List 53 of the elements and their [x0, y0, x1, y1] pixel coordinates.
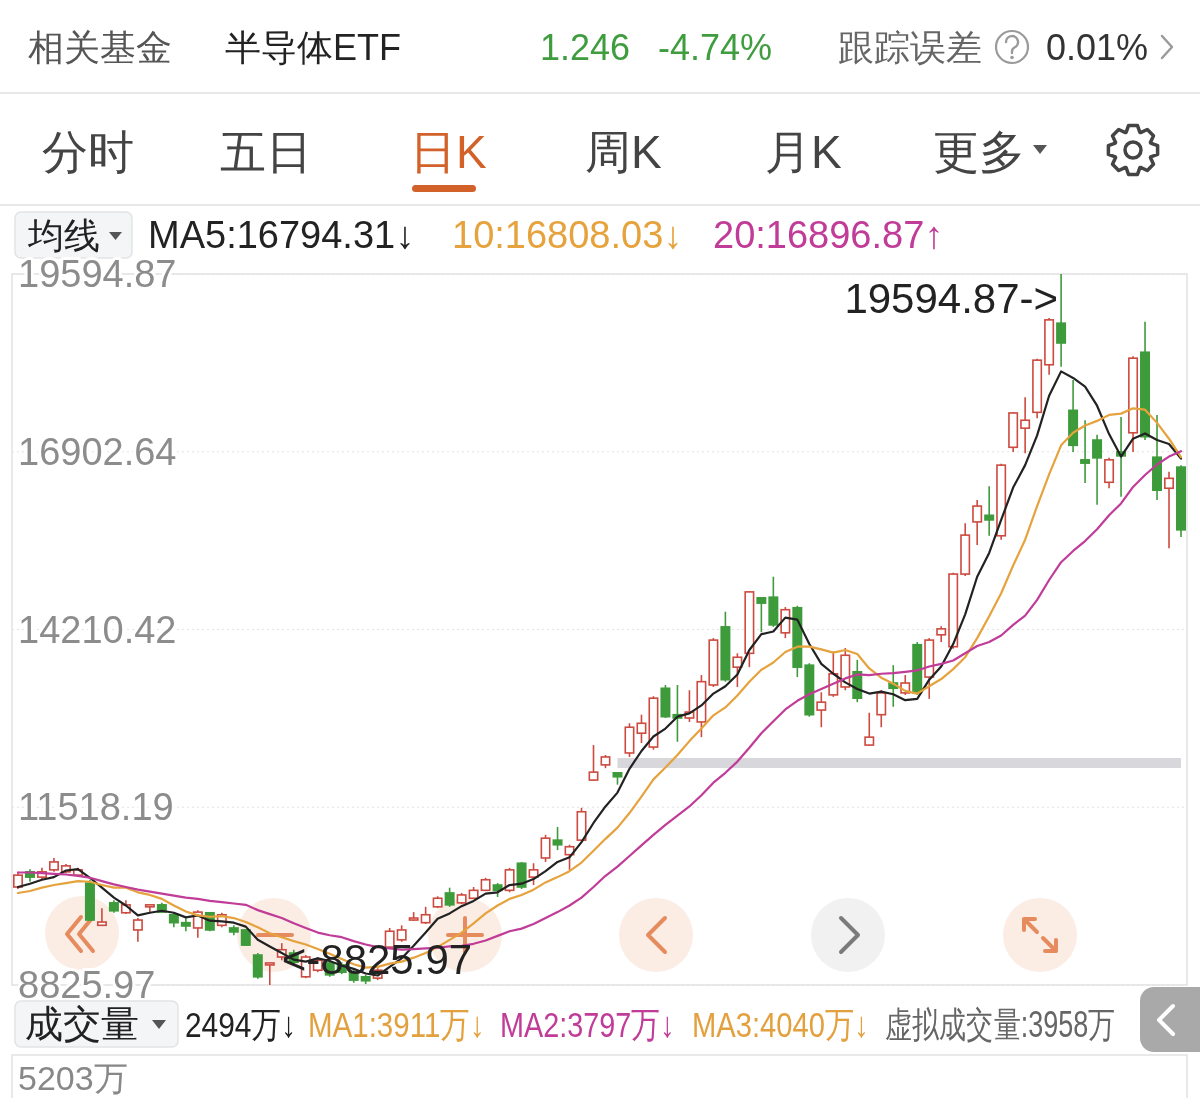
candlestick	[264, 962, 275, 986]
text: 成交量	[25, 1003, 139, 1045]
text: 月K	[765, 126, 842, 178]
y-tick-label: 8825.97	[18, 964, 156, 1006]
candlestick	[1056, 273, 1067, 368]
text: 1.246	[540, 27, 631, 68]
text: 5203万	[18, 1059, 128, 1097]
text: MA3:4040万↓	[692, 1004, 869, 1045]
candlestick	[984, 485, 995, 537]
text: 相关基金	[28, 27, 172, 68]
candlestick	[756, 597, 767, 633]
y-tick-label: 14210.42	[18, 608, 177, 651]
candlestick	[732, 652, 743, 688]
candlestick	[588, 744, 599, 782]
candlestick	[552, 826, 563, 851]
text: MA1:3911万↓	[308, 1004, 485, 1045]
text: 半导体ETF	[225, 27, 401, 68]
candlestick	[972, 499, 983, 546]
candlestick	[636, 713, 647, 744]
text: MA5:16794.31↓	[148, 214, 415, 256]
candlestick	[528, 862, 539, 886]
text: 10:16808.03↓	[452, 214, 683, 256]
text: 五日	[220, 126, 312, 178]
text: 均线	[27, 215, 100, 256]
candlestick	[1164, 470, 1175, 550]
candlestick	[780, 606, 791, 639]
candlestick	[876, 689, 887, 729]
candlestick	[1104, 457, 1115, 490]
candlestick	[1080, 419, 1091, 484]
candlestick	[816, 691, 827, 729]
annotation: 19594.87->	[844, 275, 1059, 322]
y-tick-label: 16902.64	[18, 430, 177, 473]
candlestick	[132, 917, 143, 943]
text: MA2:3797万↓	[500, 1003, 675, 1045]
candlestick	[1020, 396, 1031, 455]
text: 分时	[42, 126, 134, 178]
text: 跟踪误差	[838, 27, 982, 68]
text: 虚拟成交量:3958万	[885, 1004, 1116, 1045]
y-tick-label: 11518.19	[18, 786, 174, 829]
text: 20:16896.87↑	[713, 214, 944, 256]
candlestick	[252, 952, 263, 980]
text: 更多	[933, 126, 1025, 178]
text: 周K	[585, 126, 662, 178]
candlestick	[864, 711, 875, 747]
text: 2494万↓	[185, 1004, 297, 1045]
candlestick	[96, 907, 107, 927]
candlestick	[1092, 433, 1103, 506]
y-tick-label: 19594.87	[18, 253, 177, 295]
candlestick	[444, 886, 455, 908]
candlestick	[540, 834, 551, 863]
text: 日K	[410, 126, 487, 178]
text: -4.74%	[658, 27, 773, 68]
text: 0.01%	[1046, 27, 1149, 68]
